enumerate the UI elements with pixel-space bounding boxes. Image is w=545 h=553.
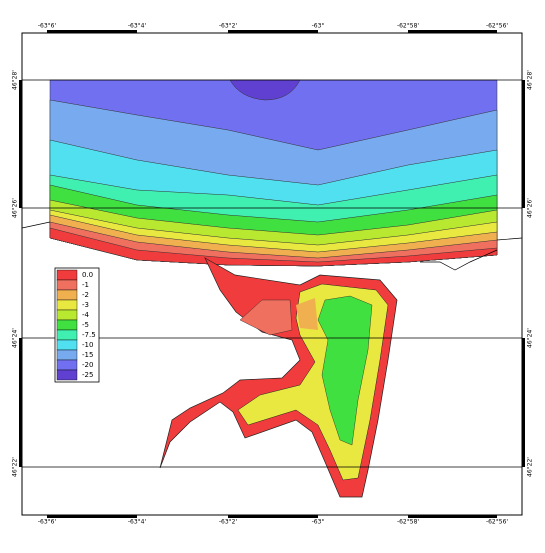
bay-orange bbox=[296, 298, 318, 330]
frame-tick bbox=[47, 515, 137, 518]
longitude-label: -63° bbox=[312, 23, 325, 30]
legend-label: -15 bbox=[82, 351, 93, 359]
longitude-label: -63°2' bbox=[219, 519, 238, 526]
shore-right bbox=[420, 249, 498, 271]
legend-swatch bbox=[56, 299, 78, 311]
legend-swatch bbox=[56, 319, 78, 331]
legend-swatch bbox=[56, 309, 78, 321]
legend-label: -4 bbox=[82, 311, 90, 319]
graticule bbox=[22, 79, 522, 468]
longitude-label: -62°56' bbox=[486, 23, 508, 30]
longitude-label: -62°58' bbox=[397, 519, 419, 526]
longitude-label: -63°6' bbox=[38, 519, 57, 526]
legend-swatch bbox=[56, 359, 78, 371]
frame-tick bbox=[228, 515, 318, 518]
legend-label: -3 bbox=[82, 301, 89, 309]
longitude-label: -62°56' bbox=[486, 519, 508, 526]
bay-red-patch bbox=[239, 299, 293, 336]
legend-label: -10 bbox=[82, 341, 93, 349]
legend-label: -25 bbox=[82, 371, 93, 379]
legend-swatch bbox=[56, 329, 78, 341]
latitude-label: 46°24' bbox=[12, 328, 19, 348]
legend-swatch bbox=[56, 369, 78, 381]
shore-right2 bbox=[496, 237, 523, 241]
legend-label: -1 bbox=[82, 281, 89, 289]
legend-label: -20 bbox=[82, 361, 93, 369]
longitude-label: -63° bbox=[312, 519, 325, 526]
legend-label: 0.0 bbox=[82, 271, 93, 279]
depth-band bbox=[49, 227, 498, 267]
longitude-label: -63°4' bbox=[128, 519, 147, 526]
frame-tick bbox=[522, 80, 525, 208]
shore-left bbox=[21, 221, 51, 229]
legend-label: -7.5 bbox=[82, 331, 96, 339]
legend-label: -5 bbox=[82, 321, 89, 329]
legend-swatch bbox=[56, 349, 78, 361]
longitude-label: -62°58' bbox=[397, 23, 419, 30]
bay-deep bbox=[317, 295, 373, 446]
frame-tick bbox=[408, 30, 497, 33]
deep-spot bbox=[229, 79, 301, 101]
latitude-label: 46°26' bbox=[527, 198, 534, 218]
frame-tick bbox=[47, 30, 137, 33]
map-frame bbox=[19, 30, 525, 518]
legend-label: -2 bbox=[82, 291, 89, 299]
legend-swatch bbox=[56, 289, 78, 301]
frame-tick bbox=[408, 515, 497, 518]
legend: 0.0 -1 -2 -3 -4 -5 -7.5 -10 -15 -20 -25 bbox=[54, 267, 100, 383]
longitude-label: -63°4' bbox=[128, 23, 147, 30]
latitude-label: 46°22' bbox=[12, 457, 19, 477]
frame-tick bbox=[19, 80, 22, 208]
longitude-label: -63°6' bbox=[38, 23, 57, 30]
coordinate-labels: -63°6' -63°6' -63°4' -63°4' -63°2' -63°2' -63°… bbox=[12, 23, 534, 526]
latitude-label: 46°26' bbox=[12, 198, 19, 218]
legend-swatch bbox=[56, 279, 78, 291]
frame-tick bbox=[522, 338, 525, 467]
longitude-label: -63°2' bbox=[219, 23, 238, 30]
latitude-label: 46°28' bbox=[527, 70, 534, 90]
latitude-label: 46°28' bbox=[12, 70, 19, 90]
latitude-label: 46°24' bbox=[527, 328, 534, 348]
latitude-label: 46°22' bbox=[527, 457, 534, 477]
frame-tick bbox=[19, 338, 22, 467]
bathymetry bbox=[21, 79, 523, 498]
frame-tick bbox=[228, 30, 318, 33]
legend-swatch bbox=[56, 339, 78, 351]
legend-swatch bbox=[56, 269, 78, 281]
